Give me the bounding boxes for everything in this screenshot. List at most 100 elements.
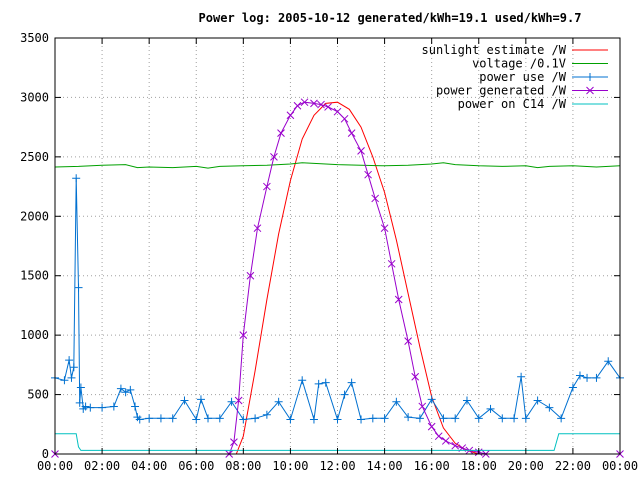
x-tick-label: 20:00 <box>508 459 544 473</box>
data-point <box>404 413 413 422</box>
data-point <box>251 414 260 423</box>
data-point <box>568 383 577 392</box>
data-point <box>76 383 85 392</box>
data-point <box>415 414 424 423</box>
data-point <box>368 414 377 423</box>
data-point <box>246 271 255 280</box>
data-point <box>427 395 436 404</box>
data-point <box>347 129 356 137</box>
x-tick-label: 04:00 <box>131 459 167 473</box>
data-point <box>357 415 366 424</box>
data-point <box>333 415 342 424</box>
x-tick-label: 00:00 <box>602 459 638 473</box>
data-point <box>392 397 401 406</box>
data-point <box>204 414 213 423</box>
data-point <box>86 403 95 412</box>
data-point <box>557 414 566 423</box>
data-point <box>239 415 248 424</box>
data-point <box>333 107 342 116</box>
data-point <box>72 174 81 183</box>
data-point <box>394 295 403 304</box>
y-tick-label: 500 <box>27 388 49 402</box>
data-point <box>583 373 592 382</box>
x-tick-label: 00:00 <box>37 459 73 473</box>
data-point <box>474 414 483 423</box>
data-point <box>156 414 165 423</box>
data-point <box>604 357 613 366</box>
data-point <box>364 170 372 179</box>
grid-lines <box>55 38 620 454</box>
data-point <box>498 414 507 423</box>
data-point <box>592 373 601 382</box>
y-tick-label: 2500 <box>20 150 49 164</box>
legend-marker <box>586 86 594 95</box>
data-point <box>427 422 436 431</box>
data-point <box>462 396 471 405</box>
data-point <box>486 404 495 413</box>
data-point <box>321 378 330 387</box>
data-point <box>131 402 140 411</box>
data-point <box>286 111 295 120</box>
data-point <box>380 414 389 423</box>
data-point <box>239 331 248 339</box>
series-line <box>54 162 621 169</box>
data-point <box>347 378 356 387</box>
data-point <box>121 388 130 397</box>
data-point <box>309 415 318 424</box>
data-point <box>340 114 349 123</box>
data-point <box>387 259 396 268</box>
data-point <box>135 415 144 424</box>
x-tick-label: 10:00 <box>272 459 308 473</box>
data-point <box>65 356 74 365</box>
data-point <box>575 371 584 380</box>
data-point <box>310 99 318 108</box>
data-point <box>314 379 323 388</box>
series-1 <box>55 101 620 455</box>
data-point <box>192 415 201 424</box>
data-point <box>371 194 380 203</box>
data-point <box>230 438 238 446</box>
series-2 <box>54 162 621 169</box>
data-point <box>451 441 460 450</box>
data-point <box>533 396 542 405</box>
legend-label: voltage /0.1V <box>472 57 566 71</box>
x-tick-label: 18:00 <box>461 459 497 473</box>
data-point <box>74 283 83 292</box>
data-point <box>286 415 295 424</box>
data-point <box>67 373 76 382</box>
legend-label: power use /W <box>479 70 566 84</box>
data-point <box>215 414 224 423</box>
data-point <box>98 403 107 412</box>
x-tick-label: 16:00 <box>414 459 450 473</box>
y-tick-label: 2000 <box>20 209 49 223</box>
data-point <box>411 372 420 381</box>
data-point <box>126 385 135 394</box>
data-point <box>451 414 460 423</box>
data-point <box>116 384 125 393</box>
data-point <box>434 432 443 441</box>
x-tick-label: 14:00 <box>367 459 403 473</box>
data-point <box>75 398 84 407</box>
series-line <box>55 101 620 455</box>
data-point <box>262 410 271 419</box>
data-point <box>521 414 530 423</box>
data-point <box>298 376 307 385</box>
data-point <box>300 98 309 107</box>
data-point <box>441 437 450 445</box>
chart-title: Power log: 2005-10-12 generated/kWh=19.1… <box>199 11 582 25</box>
data-point <box>227 397 236 406</box>
data-point <box>404 337 412 345</box>
data-point <box>69 363 78 372</box>
data-point <box>60 376 69 385</box>
data-point <box>270 153 278 161</box>
x-tick-label: 08:00 <box>225 459 261 473</box>
data-point <box>263 182 271 191</box>
data-point <box>340 390 349 399</box>
data-point <box>517 372 526 381</box>
y-tick-label: 3500 <box>20 31 49 45</box>
data-point <box>317 100 325 109</box>
data-point <box>293 101 302 110</box>
legend-label: power on C14 /W <box>458 97 567 111</box>
